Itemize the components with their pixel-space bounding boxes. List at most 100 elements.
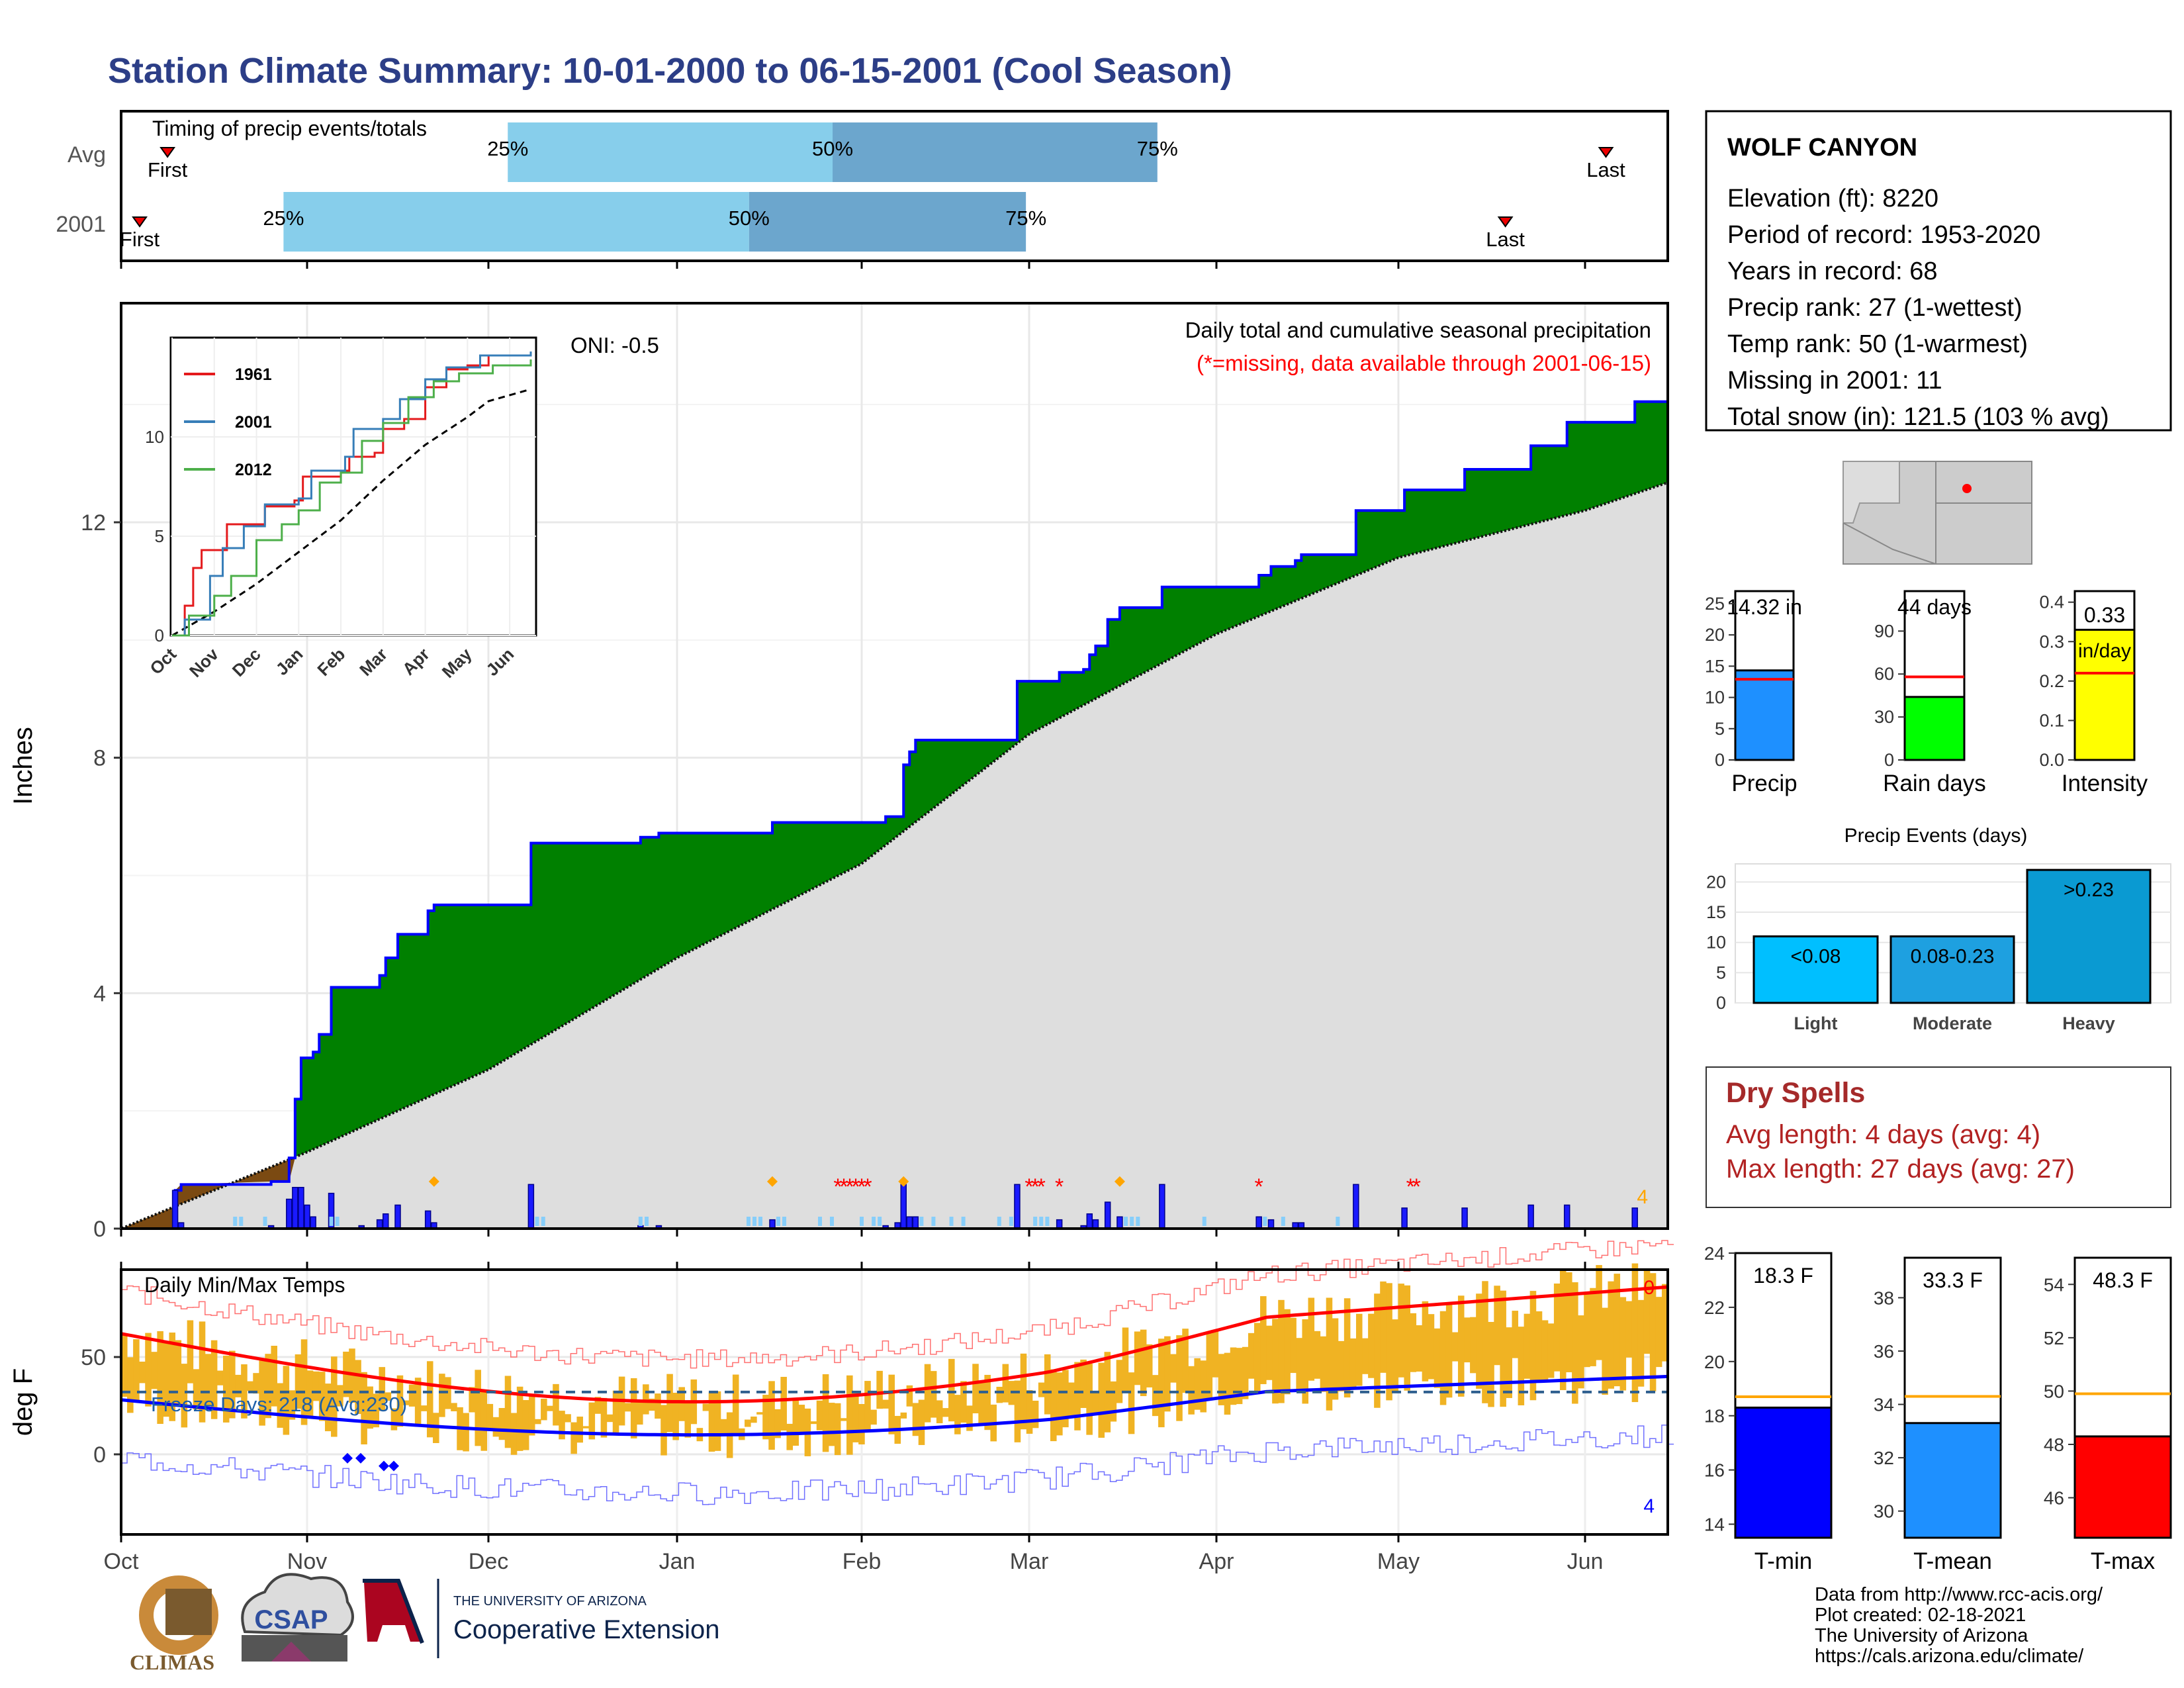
record-low-marker: [342, 1452, 353, 1464]
daily-temp-range-bar: [1206, 1333, 1213, 1399]
daily-temp-range-bar: [570, 1422, 577, 1454]
daily-temp-range-bar: [655, 1393, 661, 1419]
daily-temp-range-bar: [672, 1393, 679, 1440]
dry-spells-avg: Avg length: 4 days (avg: 4): [1726, 1120, 2040, 1149]
events-y-tick-label: 15: [1706, 902, 1726, 922]
station-name: WOLF CANYON: [1727, 134, 1917, 162]
daily-temp-range-bar: [900, 1412, 907, 1419]
daily-temp-range-bar: [199, 1321, 206, 1423]
missing-day-marker: *: [857, 1174, 866, 1199]
y-tick-label: 8: [93, 746, 106, 771]
daily-temp-range-bar: [259, 1360, 265, 1426]
daily-temp-range-bar: [1655, 1297, 1662, 1368]
missing-day-marker: *: [833, 1174, 842, 1199]
daily-precip-bar: [1401, 1207, 1408, 1229]
daily-temp-range-bar: [426, 1361, 433, 1438]
daily-temp-range-bar: [1637, 1299, 1645, 1387]
daily-temp-range-bar: [1044, 1354, 1051, 1415]
daily-temp-range-bar: [768, 1381, 775, 1450]
temp-x-tick-label: Mar: [1010, 1549, 1049, 1574]
daily-precip-bar: [376, 1219, 383, 1229]
daily-temp-range-bar: [751, 1416, 757, 1423]
daily-temp-range-bar: [1631, 1263, 1639, 1403]
daily-temp-range-bar: [882, 1399, 889, 1409]
daily-temp-range-bar: [1596, 1265, 1602, 1360]
missing-day-marker: *: [1255, 1174, 1263, 1199]
daily-temp-range-bar: [396, 1375, 404, 1427]
daily-temp-range-bar: [349, 1348, 355, 1403]
daily-temp-range-bar: [469, 1387, 475, 1413]
daily-temp-range-bar: [565, 1414, 571, 1423]
daily-temp-range-bar: [1230, 1347, 1237, 1405]
footer-line: Data from http://www.rcc-acis.org/: [1815, 1584, 2103, 1605]
summary-y-tick-label: 15: [1705, 656, 1725, 676]
daily-temp-range-bar: [241, 1364, 248, 1419]
dry-spells-max: Max length: 27 days (avg: 27): [1726, 1154, 2075, 1184]
events-y-tick-label: 20: [1706, 872, 1726, 892]
climas-logo: CLIMAS: [130, 1575, 218, 1674]
footer-line: Plot created: 02-18-2021: [1815, 1605, 2026, 1626]
temp-x-tick-label: Oct: [104, 1549, 139, 1574]
daily-temp-range-bar: [1038, 1382, 1045, 1397]
temp-y-tick-label: 0: [93, 1442, 106, 1468]
daily-temp-range-bar: [576, 1417, 583, 1443]
trace-precip-marker: [1033, 1217, 1038, 1226]
daily-temp-range-bar: [216, 1370, 224, 1385]
events-title: Precip Events (days): [1844, 825, 2028, 847]
daily-temp-range-bar: [1068, 1382, 1075, 1417]
daily-temp-range-bar: [312, 1371, 320, 1401]
daily-temp-range-bar: [181, 1364, 188, 1428]
daily-temp-range-bar: [235, 1374, 242, 1397]
inset-legend-label: 2001: [235, 413, 272, 432]
temp-x-tick-label: Nov: [287, 1549, 327, 1574]
daily-temp-range-bar: [816, 1400, 823, 1430]
summary-y-tick-label: 0.1: [2039, 710, 2064, 730]
station-info-lines: Elevation (ft): 8220 Period of record: 19…: [1727, 185, 2109, 431]
timing-bars: 25% 50% 75% First Last 25% 50% 75% First Last: [120, 122, 1625, 269]
daily-temp-range-bar: [175, 1340, 182, 1406]
y-tick-label: 4: [93, 981, 106, 1006]
events-y-tick-label: 0: [1716, 993, 1726, 1013]
trace-precip-marker: [645, 1217, 649, 1226]
temp-value-label: 48.3 F: [2093, 1268, 2153, 1292]
daily-temp-range-bar: [1590, 1288, 1596, 1366]
temp-summary-bar-0: [1734, 1406, 1833, 1539]
y-tick-label: 12: [81, 510, 106, 536]
trace-precip-marker: [329, 1217, 334, 1226]
daily-temp-range-bar: [1284, 1309, 1291, 1395]
daily-temp-range-bar: [1092, 1391, 1099, 1415]
daily-precip-bar: [900, 1184, 907, 1229]
temp-summary-y-tick-label: 46: [2044, 1488, 2064, 1509]
daily-temp-range-bar: [463, 1413, 469, 1452]
daily-temp-range-bar: [906, 1385, 913, 1407]
daily-temp-range-bar: [1410, 1313, 1417, 1372]
daily-temp-range-bar: [1326, 1297, 1333, 1411]
temp-y-tick-label: 50: [81, 1345, 106, 1370]
daily-temp-range-bar: [1253, 1323, 1261, 1393]
temp-x-tick-label: Feb: [842, 1549, 882, 1574]
daily-temp-range-bar: [1482, 1281, 1488, 1403]
dry-spells-title: Dry Spells: [1726, 1077, 1865, 1109]
daily-temp-range-bar: [1242, 1346, 1249, 1399]
timing-bar-late-1: [749, 192, 1026, 252]
temperature-summary-bars: 18.3 F 14 16 18 20 22 24 T-min 33.3 F 30 32 34 36 38 T…: [1704, 1243, 2172, 1574]
temp-summary-y-tick-label: 34: [1874, 1395, 1894, 1415]
daily-temp-range-bar: [1290, 1317, 1297, 1374]
daily-temp-range-bar: [1584, 1293, 1590, 1368]
daily-temp-range-bar: [1608, 1281, 1614, 1389]
missing-day-marker: *: [1031, 1174, 1040, 1199]
station-info-line: Precip rank: 27 (1-wettest): [1727, 294, 2023, 322]
freeze-days-label: Freeze Days: 218 (Avg:230): [151, 1393, 407, 1416]
event-category-label: Light: [1794, 1013, 1838, 1033]
daily-temp-range-bar: [1362, 1338, 1369, 1374]
timing-pct-label: 50%: [729, 207, 770, 230]
page-title: Station Climate Summary: 10-01-2000 to 0…: [108, 51, 1232, 91]
daily-temp-range-bar: [1343, 1298, 1351, 1398]
daily-temp-range-bar: [606, 1414, 614, 1423]
daily-temp-range-bar: [834, 1403, 841, 1456]
daily-temp-range-bar: [355, 1360, 361, 1415]
temp-summary-y-tick-label: 18: [1704, 1406, 1725, 1427]
daily-temp-range-bar: [522, 1400, 529, 1450]
event-bar-0: [1752, 935, 1879, 1004]
daily-temp-range-bar: [1164, 1336, 1171, 1412]
